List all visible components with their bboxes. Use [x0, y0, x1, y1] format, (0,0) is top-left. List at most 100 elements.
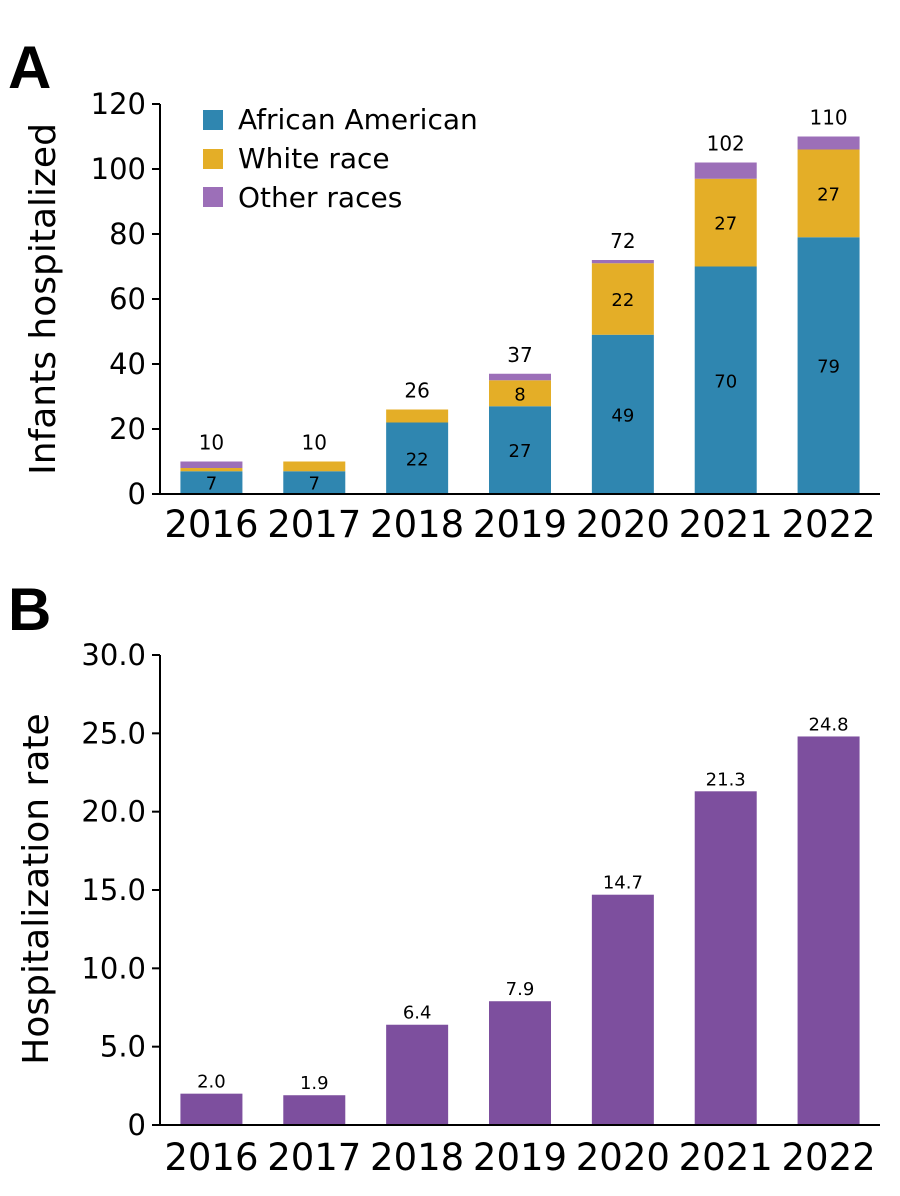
- panel-a-bars: [180, 136, 860, 494]
- panel-b-y-tick-label: 5.0: [100, 1030, 146, 1064]
- bar-white-race-2021: [694, 178, 757, 267]
- panel-a-letter: A: [8, 34, 51, 101]
- panel-b-x-tick-label: 2017: [267, 1136, 361, 1179]
- bar-white-race-2016: [180, 468, 243, 472]
- panel-a-y-tick-label: 60: [109, 282, 146, 316]
- panel-b-y-tick-label: 25.0: [81, 716, 146, 750]
- legend-label-white-race: White race: [238, 142, 390, 175]
- label-white-race-2020: 22: [611, 290, 634, 311]
- panel-b-y-tick-label: 15.0: [81, 873, 146, 907]
- bar-rate-2018: [386, 1024, 449, 1125]
- panel-a-chart: A Infants hospitalized 0 20 40 60 80 100 120 7…: [8, 34, 880, 546]
- panel-b-bars: [180, 736, 860, 1125]
- bar-african-american-2021: [694, 266, 757, 494]
- bar-other-races-2019: [489, 373, 551, 381]
- panel-a-x-tick-label: 2020: [576, 503, 670, 546]
- bar-rate-2019: [489, 1001, 551, 1125]
- label-rate-2016: 2.0: [197, 1072, 226, 1093]
- label-rate-2022: 24.8: [809, 714, 849, 735]
- bar-white-race-2017: [283, 461, 346, 472]
- bar-other-races-2022: [797, 136, 860, 150]
- label-rate-2021: 21.3: [706, 769, 746, 790]
- legend-swatch-other-races: [203, 187, 223, 207]
- bar-other-races-2016: [180, 461, 243, 468]
- legend-label-other-races: Other races: [238, 181, 402, 214]
- bar-african-american-2019: [489, 406, 551, 494]
- panel-b-y-axis-title: Hospitalization rate: [16, 713, 57, 1064]
- panel-a-y-tick-label: 120: [91, 87, 146, 121]
- panel-a-x-tick-label: 2022: [781, 503, 875, 546]
- panel-a-y-tick-label: 80: [109, 217, 146, 251]
- label-african-american-2017: 7: [309, 474, 320, 495]
- bar-african-american-2016: [180, 471, 243, 494]
- bar-african-american-2017: [283, 471, 346, 494]
- bar-rate-2020: [591, 894, 654, 1125]
- label-rate-2020: 14.7: [603, 873, 643, 894]
- total-label-2019: 37: [507, 343, 532, 367]
- bar-white-race-2020: [591, 263, 654, 335]
- panel-b-x-tick-label: 2022: [781, 1136, 875, 1179]
- bar-african-american-2020: [591, 334, 654, 494]
- label-african-american-2022: 79: [817, 357, 840, 378]
- panel-a-y-tick-label: 0: [128, 477, 146, 511]
- bar-rate-2017: [283, 1095, 346, 1125]
- panel-b-x-tick-label: 2019: [473, 1136, 567, 1179]
- legend-swatch-african-american: [203, 110, 223, 130]
- label-african-american-2020: 49: [611, 405, 634, 426]
- label-african-american-2018: 22: [406, 449, 429, 470]
- bar-white-race-2018: [386, 409, 449, 423]
- total-label-2021: 102: [707, 132, 745, 156]
- bar-rate-2021: [694, 791, 757, 1125]
- panel-b-x-tick-label: 2021: [679, 1136, 773, 1179]
- bar-white-race-2019: [489, 380, 551, 407]
- panel-b-y-tick-label: 10.0: [81, 951, 146, 985]
- panel-b-data-labels: 2.0 1.9 6.4 7.9 14.7 21.3 24.8: [197, 714, 849, 1094]
- panel-a-legend: African American White race Other races: [203, 103, 478, 214]
- panel-a-x-tick-label: 2017: [267, 503, 361, 546]
- panel-a-total-labels: 10 10 26 37 72 102 110: [199, 106, 848, 455]
- label-rate-2019: 7.9: [506, 979, 535, 1000]
- bar-rate-2016: [180, 1093, 243, 1125]
- panel-a-x-tick-label: 2021: [679, 503, 773, 546]
- panel-b-y-tick-label: 0: [128, 1108, 146, 1142]
- label-african-american-2016: 7: [206, 474, 217, 495]
- panel-a-x-tick-label: 2019: [473, 503, 567, 546]
- legend-label-african-american: African American: [238, 103, 478, 136]
- label-white-race-2022: 27: [817, 184, 840, 205]
- total-label-2020: 72: [610, 229, 635, 253]
- label-rate-2017: 1.9: [300, 1073, 329, 1094]
- total-label-2016: 10: [199, 431, 224, 455]
- bar-other-races-2021: [694, 162, 757, 179]
- panel-a-y-axis-title: Infants hospitalized: [23, 123, 64, 475]
- panel-a-x-tick-label: 2016: [164, 503, 258, 546]
- panel-b-chart: B Hospitalization rate 0 5.0 10.0 15.0 20.0 2…: [8, 576, 880, 1179]
- label-white-race-2019: 8: [514, 384, 525, 405]
- panel-b-y-ticks: 0 5.0 10.0 15.0 20.0 25.0 30.0: [81, 638, 160, 1142]
- panel-a-y-ticks: 0 20 40 60 80 100 120: [91, 87, 160, 511]
- total-label-2022: 110: [809, 106, 847, 130]
- panel-b-x-tick-label: 2018: [370, 1136, 464, 1179]
- panel-b-y-tick-label: 20.0: [81, 795, 146, 829]
- legend-swatch-white-race: [203, 149, 223, 169]
- bar-white-race-2022: [797, 149, 860, 238]
- panel-a-x-tick-label: 2018: [370, 503, 464, 546]
- panel-b-x-ticks: 2016 2017 2018 2019 2020 2021 2022: [164, 1136, 875, 1179]
- panel-a-y-tick-label: 20: [109, 412, 146, 446]
- label-african-american-2019: 27: [509, 441, 532, 462]
- panel-a-y-tick-label: 40: [109, 347, 146, 381]
- panel-b-x-tick-label: 2016: [164, 1136, 258, 1179]
- label-rate-2018: 6.4: [403, 1003, 432, 1024]
- bar-rate-2022: [797, 736, 860, 1125]
- label-african-american-2021: 70: [714, 371, 737, 392]
- bar-african-american-2022: [797, 237, 860, 494]
- panel-a-y-tick-label: 100: [91, 152, 146, 186]
- bar-african-american-2018: [386, 422, 449, 494]
- panel-a-x-ticks: 2016 2017 2018 2019 2020 2021 2022: [164, 503, 875, 546]
- panel-b-x-tick-label: 2020: [576, 1136, 670, 1179]
- total-label-2017: 10: [302, 431, 327, 455]
- bar-other-races-2020: [591, 260, 654, 264]
- total-label-2018: 26: [404, 379, 429, 403]
- label-white-race-2021: 27: [714, 214, 737, 235]
